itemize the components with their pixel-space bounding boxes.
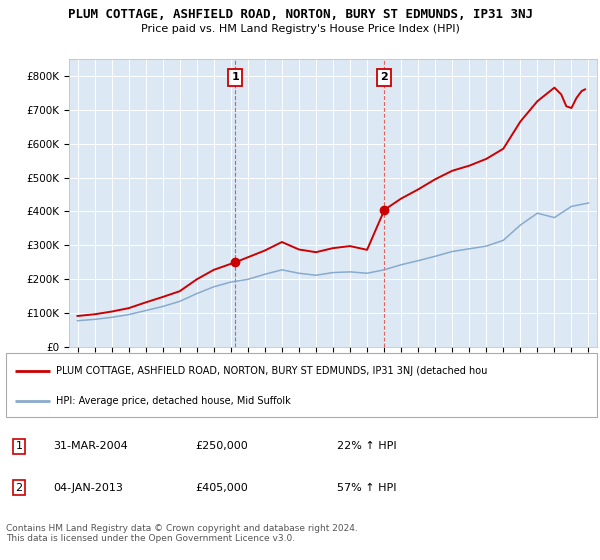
Text: £250,000: £250,000 (195, 441, 248, 451)
Text: 57% ↑ HPI: 57% ↑ HPI (337, 483, 397, 493)
Text: 04-JAN-2013: 04-JAN-2013 (53, 483, 123, 493)
Text: 1: 1 (231, 72, 239, 82)
Text: PLUM COTTAGE, ASHFIELD ROAD, NORTON, BURY ST EDMUNDS, IP31 3NJ: PLUM COTTAGE, ASHFIELD ROAD, NORTON, BUR… (67, 8, 533, 21)
Text: Contains HM Land Registry data © Crown copyright and database right 2024.
This d: Contains HM Land Registry data © Crown c… (6, 524, 358, 543)
Text: 2: 2 (380, 72, 388, 82)
Text: 1: 1 (16, 441, 23, 451)
Text: PLUM COTTAGE, ASHFIELD ROAD, NORTON, BURY ST EDMUNDS, IP31 3NJ (detached hou: PLUM COTTAGE, ASHFIELD ROAD, NORTON, BUR… (56, 366, 488, 376)
Text: 31-MAR-2004: 31-MAR-2004 (53, 441, 128, 451)
Text: HPI: Average price, detached house, Mid Suffolk: HPI: Average price, detached house, Mid … (56, 396, 291, 406)
FancyBboxPatch shape (6, 353, 597, 417)
Text: 2: 2 (16, 483, 23, 493)
Text: Price paid vs. HM Land Registry's House Price Index (HPI): Price paid vs. HM Land Registry's House … (140, 24, 460, 34)
Text: £405,000: £405,000 (195, 483, 248, 493)
Text: 22% ↑ HPI: 22% ↑ HPI (337, 441, 397, 451)
